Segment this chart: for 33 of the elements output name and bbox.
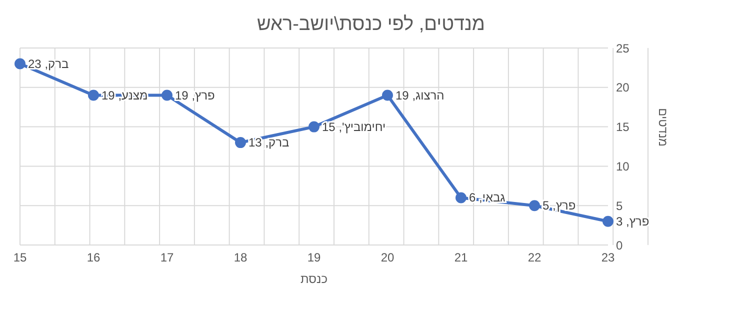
- y-tick-label: 15: [616, 120, 630, 134]
- data-label: הרצוג, 19: [396, 88, 444, 102]
- y-tick-label: 5: [616, 198, 623, 213]
- point: [456, 192, 466, 204]
- y-axis-title: מנדטים: [656, 108, 670, 146]
- y-tick-label: 25: [616, 41, 630, 56]
- x-tick-label: 22: [528, 250, 542, 265]
- y-tick-label: 10: [616, 159, 630, 174]
- point: [14, 58, 26, 70]
- point: [88, 90, 99, 101]
- x-tick-label: 18: [234, 250, 248, 265]
- point: [235, 137, 246, 148]
- point: [529, 200, 540, 212]
- point: [382, 90, 393, 101]
- data-label: פרץ, 3: [616, 214, 650, 228]
- x-tick-label: 19: [307, 250, 321, 265]
- x-tick-label: 15: [13, 250, 27, 265]
- y-tick-label: 20: [616, 80, 630, 95]
- x-tick-label: 23: [601, 250, 615, 265]
- y-tick-label: 0: [616, 238, 623, 252]
- point: [602, 216, 614, 227]
- x-tick-label: 20: [380, 250, 394, 265]
- data-label: ברק, 23: [28, 56, 69, 71]
- chart-title: מנדטים, לפי כנסת\יושב-ראש: [256, 14, 486, 36]
- x-tick-label: 21: [454, 250, 468, 265]
- x-axis-title: כנסת: [300, 272, 328, 286]
- x-tick-label: 17: [160, 250, 174, 265]
- x-tick-label: 16: [86, 250, 100, 265]
- data-label: פרץ, 19: [175, 88, 215, 102]
- data-label: יחימוביץ', 15: [322, 120, 386, 134]
- data-label: מצנע, 19: [102, 88, 148, 102]
- point: [162, 90, 172, 101]
- point: [308, 121, 320, 132]
